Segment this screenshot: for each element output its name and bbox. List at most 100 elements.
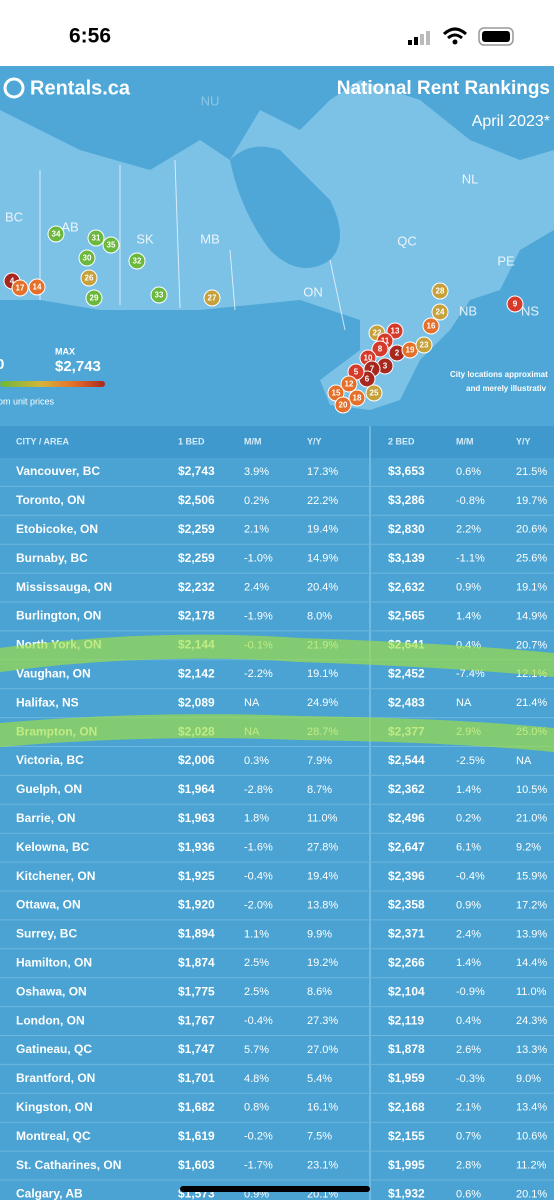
city-name: Kitchener, ON	[16, 869, 95, 883]
cell: $1,920	[178, 898, 215, 912]
city-marker	[128, 252, 146, 270]
cell: 1.4%	[456, 957, 481, 969]
cell: 0.2%	[244, 495, 269, 507]
cell: 20.6%	[516, 524, 547, 536]
cell: $2,259	[178, 522, 215, 536]
cell: 0.4%	[456, 1015, 481, 1027]
marker-label: 5	[354, 368, 359, 377]
cell: 27.0%	[307, 1044, 338, 1056]
cell: -1.0%	[244, 553, 273, 565]
cell: 23.1%	[307, 1160, 338, 1172]
cell: 10.5%	[516, 784, 547, 796]
city-marker	[431, 282, 449, 300]
legend-caption: om unit prices	[0, 396, 55, 406]
cell: $2,104	[388, 984, 425, 998]
table-bg	[0, 458, 554, 1200]
marker-label: 34	[52, 230, 61, 239]
cell: 0.7%	[456, 1131, 481, 1143]
cell: $2,496	[388, 811, 425, 825]
cell: 0.8%	[244, 1102, 269, 1114]
cell: -0.4%	[244, 1015, 273, 1027]
cell: 2.2%	[456, 524, 481, 536]
city-name: Guelph, ON	[16, 782, 82, 796]
marker-label: 8	[378, 345, 383, 354]
cell: 13.3%	[516, 1044, 547, 1056]
map-note: City locations approximat	[450, 370, 548, 379]
cell: $1,767	[178, 1013, 215, 1027]
cell: 19.1%	[307, 668, 338, 680]
cell: -0.3%	[456, 1073, 485, 1085]
region-label: BC	[5, 209, 23, 224]
city-marker	[340, 375, 358, 393]
marker-label: 2	[395, 349, 400, 358]
province-borders	[39, 159, 346, 331]
city-name: Kingston, ON	[16, 1100, 93, 1114]
cell: 5.7%	[244, 1044, 269, 1056]
cell: 27.8%	[307, 842, 338, 854]
marker-label: 10	[364, 354, 373, 363]
cell: -1.7%	[244, 1160, 273, 1172]
cell: $1,603	[178, 1158, 215, 1172]
cell: 20.7%	[516, 639, 547, 651]
cell: 2.4%	[456, 928, 481, 940]
cell: $1,959	[388, 1071, 425, 1085]
marker-label: 27	[208, 294, 217, 303]
table: CITY / AREA 1 BED M/M Y/Y 2 BED M/M Y/Y Vancouv…	[0, 436, 554, 1200]
city-marker	[150, 286, 168, 304]
cell: 7.5%	[307, 1131, 332, 1143]
column-header: Y/Y	[307, 436, 322, 446]
cell: 27.3%	[307, 1015, 338, 1027]
cell: -0.2%	[244, 1131, 273, 1143]
cell: $2,089	[178, 695, 215, 709]
marker-label: 33	[155, 291, 164, 300]
cell: -2.5%	[456, 755, 485, 767]
cell: $1,619	[178, 1129, 215, 1143]
cell: 2.1%	[244, 524, 269, 536]
region-label: NB	[459, 303, 477, 318]
city-marker	[102, 236, 120, 254]
cell: 21.4%	[516, 697, 547, 709]
marker-label: 19	[406, 346, 415, 355]
city-name: Oshawa, ON	[16, 984, 87, 998]
cell: $2,396	[388, 869, 425, 883]
marker-label: 6	[365, 375, 370, 384]
highlight-stroke	[0, 714, 554, 752]
battery-icon	[478, 27, 514, 46]
cell: 1.1%	[244, 928, 269, 940]
marker-label: 17	[16, 284, 25, 293]
city-name: Burlington, ON	[16, 609, 101, 623]
city-name: Burnaby, BC	[16, 551, 88, 565]
city-marker	[47, 225, 65, 243]
marker-label: 3	[383, 362, 388, 371]
cell: 14.9%	[307, 553, 338, 565]
marker-label: 30	[83, 254, 92, 263]
cell: -1.1%	[456, 553, 485, 565]
city-name: Toronto, ON	[16, 493, 85, 507]
city-name: Etobicoke, ON	[16, 522, 98, 536]
marker-label: 14	[33, 283, 42, 292]
region-label: NL	[462, 171, 479, 186]
cell: $2,371	[388, 927, 425, 941]
cell: 13.4%	[516, 1102, 547, 1114]
cell: $2,155	[388, 1129, 425, 1143]
title: National Rent Rankings	[337, 78, 550, 99]
cell: $2,358	[388, 898, 425, 912]
marker-label: 24	[436, 308, 445, 317]
city-marker	[371, 340, 389, 358]
column-header: M/M	[456, 436, 474, 446]
marker-label: 20	[339, 401, 348, 410]
cell: 22.2%	[307, 495, 338, 507]
city-name: Surrey, BC	[16, 927, 77, 941]
marker-label: 32	[133, 257, 142, 266]
city-marker	[348, 389, 366, 407]
cell: -0.8%	[456, 495, 485, 507]
cell: 17.2%	[516, 899, 547, 911]
cell: 2.5%	[244, 957, 269, 969]
marker-label: 18	[353, 394, 362, 403]
cell: 2.5%	[244, 986, 269, 998]
city-name: Ottawa, ON	[16, 898, 81, 912]
cell: -1.9%	[244, 610, 273, 622]
city-marker	[78, 249, 96, 267]
column-header: 2 BED	[388, 436, 415, 446]
clock: 6:56	[69, 25, 111, 48]
